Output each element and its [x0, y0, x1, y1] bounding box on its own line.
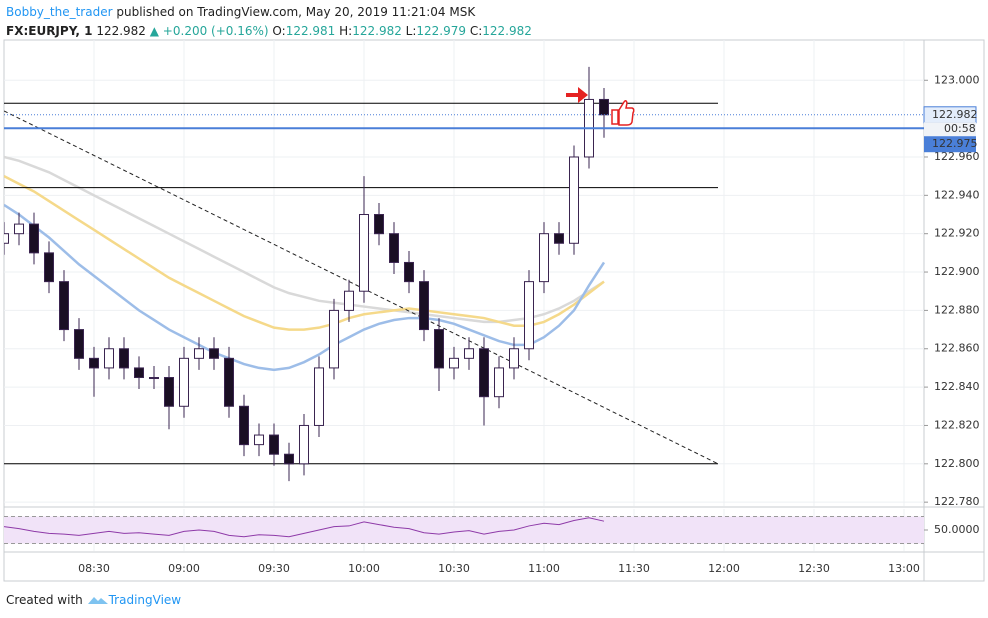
h: 122.982	[352, 24, 402, 38]
y-tick-label: 122.840	[934, 380, 980, 393]
h-label: H:	[339, 24, 353, 38]
y-tick-label: 122.820	[934, 418, 980, 431]
candle-body	[284, 453, 294, 465]
candle-body	[359, 214, 369, 292]
o-label: O:	[272, 24, 286, 38]
brand[interactable]: TradingView	[108, 593, 182, 607]
candle-body	[179, 357, 189, 407]
candle-body	[299, 424, 309, 465]
candle-body	[164, 377, 174, 407]
candle-body	[74, 329, 84, 359]
x-tick-label: 12:30	[798, 562, 830, 575]
candle-body	[524, 281, 534, 350]
candle-body	[44, 252, 54, 283]
x-tick-label: 08:30	[78, 562, 110, 575]
candle-body	[134, 367, 144, 379]
y-tick-label: 122.860	[934, 342, 980, 355]
candle-body	[404, 261, 414, 283]
x-tick-label: 09:30	[258, 562, 290, 575]
y-tick-label: 122.900	[934, 265, 980, 278]
candle-body	[344, 290, 354, 311]
y-tick-label: 122.780	[934, 495, 980, 508]
rsi-line	[3, 517, 605, 538]
price-line-tag	[924, 136, 976, 153]
candle-body	[554, 233, 564, 244]
x-tick-label: 11:30	[618, 562, 650, 575]
y-tick-label: 122.800	[934, 457, 980, 470]
moving-average	[4, 155, 605, 324]
candle-body	[434, 329, 444, 369]
footer: Created with TradingView	[6, 592, 181, 607]
candle-body	[89, 357, 99, 369]
moving-average	[4, 175, 605, 331]
candle-body	[119, 348, 129, 369]
candle-body	[539, 233, 549, 283]
c: 122.982	[482, 24, 532, 38]
logo	[87, 597, 108, 604]
price: 122.982	[96, 24, 146, 38]
y-tick-label: 122.920	[934, 227, 980, 240]
last-price-label: 122.982	[932, 108, 978, 121]
x-tick-label: 12:00	[708, 562, 740, 575]
created: Created with	[6, 593, 83, 607]
header-line: Bobby_the_trader published on TradingVie…	[6, 3, 532, 22]
candle-body	[29, 223, 39, 254]
moving-average	[4, 203, 606, 372]
countdown-tag	[924, 122, 976, 137]
chart: 08:30 09:00 09:30 10:00 10:30 11:00 11:30 12:00…	[3, 39, 985, 582]
candle-body	[149, 377, 159, 380]
candle-body	[599, 98, 609, 116]
candle-body	[449, 357, 459, 369]
candle-body	[464, 348, 474, 359]
y-tick-label: 123.000	[934, 73, 980, 86]
candle-body	[104, 348, 114, 369]
published: published on TradingView.com, May 20, 20…	[116, 5, 476, 19]
rsi-band	[4, 516, 924, 544]
c-label: C:	[469, 24, 483, 38]
y-tick-label: 122.940	[934, 188, 980, 201]
x-tick-label: 13:00	[888, 562, 920, 575]
plot	[4, 40, 924, 506]
candle-body	[239, 405, 249, 446]
candle-body	[194, 348, 204, 359]
thumb-icon	[611, 99, 635, 126]
candle-body	[14, 223, 24, 235]
author[interactable]: Bobby_the_trader	[6, 5, 113, 19]
l-label: L:	[405, 24, 417, 38]
candle-body	[569, 156, 579, 244]
candle-body	[329, 309, 339, 369]
x-tick-label: 09:00	[168, 562, 200, 575]
candle-body	[509, 348, 519, 369]
candle-body	[479, 348, 489, 398]
x-tick-label: 10:30	[438, 562, 470, 575]
y-tick-label: 122.960	[934, 150, 980, 163]
candle-body	[224, 357, 234, 407]
candle-body	[254, 434, 264, 446]
price-line-label: 122.975	[932, 137, 978, 150]
l: 122.979	[416, 24, 467, 38]
red-arrow	[566, 87, 588, 103]
symbol: FX:EURJPY, 1	[6, 24, 93, 38]
candle-body	[269, 434, 279, 455]
candle-body	[389, 233, 399, 263]
countdown: 00:58	[944, 122, 976, 135]
candle-body	[59, 281, 69, 331]
candle-body	[4, 233, 9, 244]
change: ▲ +0.200 (+0.16%)	[149, 24, 269, 38]
candle-body	[374, 214, 384, 235]
annotations	[566, 87, 635, 126]
candle-body	[209, 348, 219, 359]
x-tick-label: 10:00	[348, 562, 380, 575]
header: Bobby_the_trader published on TradingVie…	[6, 3, 532, 41]
header-line: FX:EURJPY, 1 122.982 ▲ +0.200 (+0.16%) O…	[6, 22, 532, 41]
x-tick-label: 11:00	[528, 562, 560, 575]
candle-body	[494, 367, 504, 398]
o: 122.981	[285, 24, 336, 38]
candle-body	[419, 281, 429, 331]
candle-body	[314, 367, 324, 426]
y-tick-label: 122.880	[934, 303, 980, 316]
rsi-tick-label: 50.0000	[934, 523, 980, 536]
